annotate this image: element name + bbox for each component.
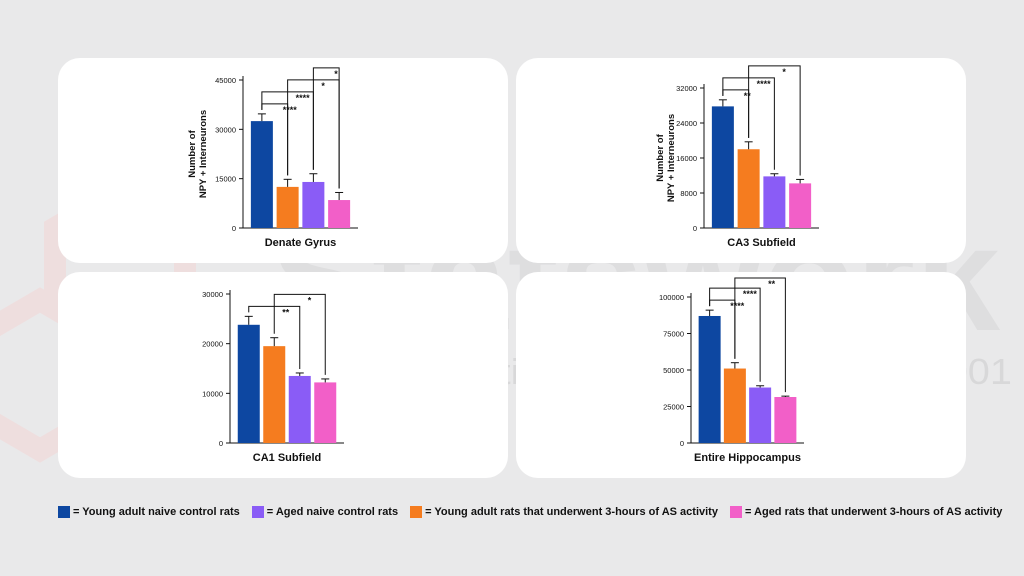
significance-bracket [748, 65, 801, 176]
significance-label: * [308, 295, 312, 305]
legend-label: = Young adult naive control rats [73, 506, 240, 518]
y-tick-label: 16000 [676, 154, 697, 163]
y-axis-label: NPY + Interneurons [198, 110, 209, 198]
y-tick-label: 15000 [215, 175, 236, 184]
y-tick-label: 75000 [663, 330, 684, 339]
significance-label: ** [282, 307, 290, 317]
panel-entire-hippocampus: 0 25000 50000 75000 100000 **** **** ** Entire H… [516, 272, 966, 478]
y-tick-label: 32000 [676, 84, 697, 93]
y-tick-label: 0 [232, 224, 236, 233]
significance-label: ** [768, 279, 776, 289]
legend-swatch [251, 506, 264, 518]
significance-label: * [334, 69, 338, 79]
y-tick-label: 0 [219, 439, 223, 448]
chart-title: CA1 Subfield [253, 452, 321, 464]
legend-item-young-as: = Young adult rats that underwent 3-hour… [410, 506, 718, 518]
bar [302, 181, 325, 228]
bar [237, 324, 260, 443]
significance-label: * [321, 81, 325, 91]
significance-bracket [312, 67, 340, 189]
bar [250, 121, 273, 228]
significance-label: **** [757, 79, 772, 89]
bar [774, 397, 797, 443]
chart-ca3-subfield: 0 8000 16000 24000 32000 Number of NPY + Inter… [655, 65, 819, 249]
significance-label: **** [296, 93, 311, 103]
significance-label: **** [743, 289, 758, 299]
chart-title: Denate Gyrus [265, 237, 337, 249]
legend-swatch [729, 506, 742, 518]
y-tick-label: 50000 [663, 366, 684, 375]
significance-label: ** [744, 91, 752, 101]
bar [789, 183, 812, 228]
bar [737, 149, 760, 228]
chart-dentate-gyrus: 0 15000 30000 45000 Number of NPY + Interneur… [187, 67, 358, 249]
y-tick-label: 0 [680, 439, 684, 448]
legend-label: = Young adult rats that underwent 3-hour… [425, 506, 718, 518]
bar [314, 382, 337, 443]
y-tick-label: 10000 [202, 389, 223, 398]
significance-bracket [734, 277, 786, 393]
legend-label: = Aged naive control rats [266, 506, 399, 518]
bar [749, 387, 772, 443]
legend-item-aged-naive: = Aged naive control rats [251, 506, 399, 518]
y-tick-label: 25000 [663, 403, 684, 412]
legend-swatch [410, 506, 423, 518]
y-tick-label: 24000 [676, 119, 697, 128]
legend-swatch [58, 506, 70, 518]
y-tick-label: 45000 [215, 76, 236, 85]
y-tick-label: 8000 [680, 189, 697, 198]
bar [698, 315, 721, 443]
bar [263, 346, 286, 443]
significance-bracket [273, 293, 326, 375]
bar [723, 368, 746, 443]
legend-label: = Aged rats that underwent 3-hours of AS… [744, 506, 1003, 518]
legend: = Young adult naive control rats = Aged … [58, 504, 1002, 520]
y-tick-label: 0 [693, 224, 697, 233]
y-axis-label: Number of [187, 129, 198, 177]
bar [276, 186, 299, 228]
significance-label: * [782, 67, 786, 77]
y-tick-label: 30000 [202, 290, 223, 299]
y-tick-label: 20000 [202, 340, 223, 349]
panel-ca3-subfield: 0 8000 16000 24000 32000 Number of NPY + Inter… [516, 58, 966, 263]
bar [328, 200, 351, 228]
bar [763, 176, 786, 228]
bar [288, 375, 311, 443]
chart-title: Entire Hippocampus [694, 452, 801, 464]
bar [711, 106, 734, 228]
y-tick-label: 100000 [659, 293, 684, 302]
significance-label: **** [730, 301, 745, 311]
chart-title: CA3 Subfield [727, 237, 795, 249]
y-axis-label: Number of [655, 133, 666, 181]
y-tick-label: 30000 [215, 125, 236, 134]
legend-item-young-naive: = Young adult naive control rats [58, 506, 240, 518]
panel-ca1-subfield: 0 10000 20000 30000 ** * CA1 Subfield [58, 272, 508, 478]
panel-dentate-gyrus: 0 15000 30000 45000 Number of NPY + Interneur… [58, 58, 508, 263]
y-axis-label: NPY + Interneurons [666, 114, 677, 202]
significance-label: **** [283, 105, 298, 115]
legend-item-aged-as: = Aged rats that underwent 3-hours of AS… [729, 506, 1003, 518]
